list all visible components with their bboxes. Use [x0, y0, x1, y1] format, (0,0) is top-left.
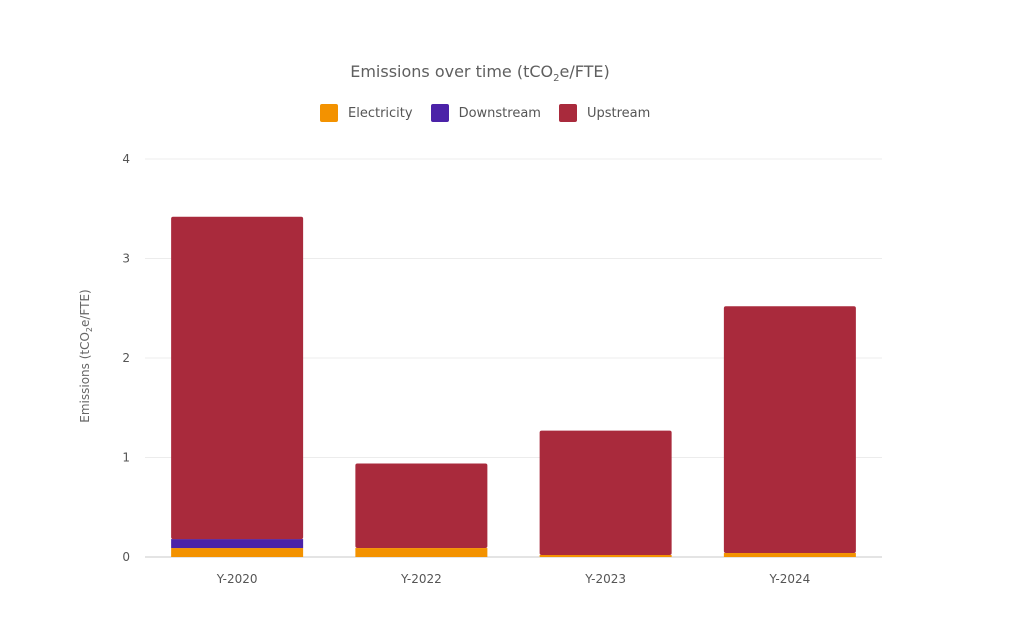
bar-y-2024-upstream	[723, 306, 856, 554]
bar-y-2022-electricity	[355, 548, 488, 557]
legend-item-electricity[interactable]: Electricity	[320, 104, 413, 122]
x-tick-label-y-2020: Y-2020	[216, 572, 258, 586]
legend-label-electricity: Electricity	[348, 105, 413, 121]
legend-swatch-downstream	[430, 104, 449, 122]
legend-swatch-electricity	[320, 104, 338, 122]
legend: Electricity Downstream Upstream	[320, 104, 650, 122]
legend-item-upstream[interactable]: Upstream	[558, 104, 651, 122]
x-tick-label-y-2022: Y-2022	[400, 572, 442, 586]
legend-label-upstream: Upstream	[586, 105, 651, 121]
chart-title: Emissions over time (tCO2e/FTE)	[0, 62, 960, 84]
legend-item-downstream[interactable]: Downstream	[430, 104, 541, 122]
bar-y-2023-upstream	[539, 430, 672, 556]
legend-label-downstream: Downstream	[458, 105, 541, 121]
bar-y-2020-downstream	[171, 539, 304, 549]
bar-y-2020-electricity	[171, 548, 304, 557]
y-tick-label-2: 2	[122, 351, 130, 365]
legend-swatch-upstream	[558, 104, 577, 122]
y-tick-label-1: 1	[122, 451, 130, 465]
chart-title-suffix: e/FTE)	[559, 62, 610, 81]
y-tick-label-4: 4	[122, 152, 130, 166]
bar-y-2023-electricity	[539, 555, 672, 557]
y-tick-label-0: 0	[122, 550, 130, 564]
bar-y-2024-electricity	[723, 553, 856, 557]
y-tick-label-3: 3	[122, 252, 130, 266]
chart-title-subscript: 2	[553, 73, 560, 85]
x-tick-label-y-2023: Y-2023	[584, 572, 626, 586]
chart-title-prefix: Emissions over time (tCO	[350, 62, 554, 81]
bar-y-2020-upstream	[171, 216, 304, 540]
x-tick-label-y-2024: Y-2024	[768, 572, 810, 586]
bar-y-2022-upstream	[355, 463, 488, 549]
